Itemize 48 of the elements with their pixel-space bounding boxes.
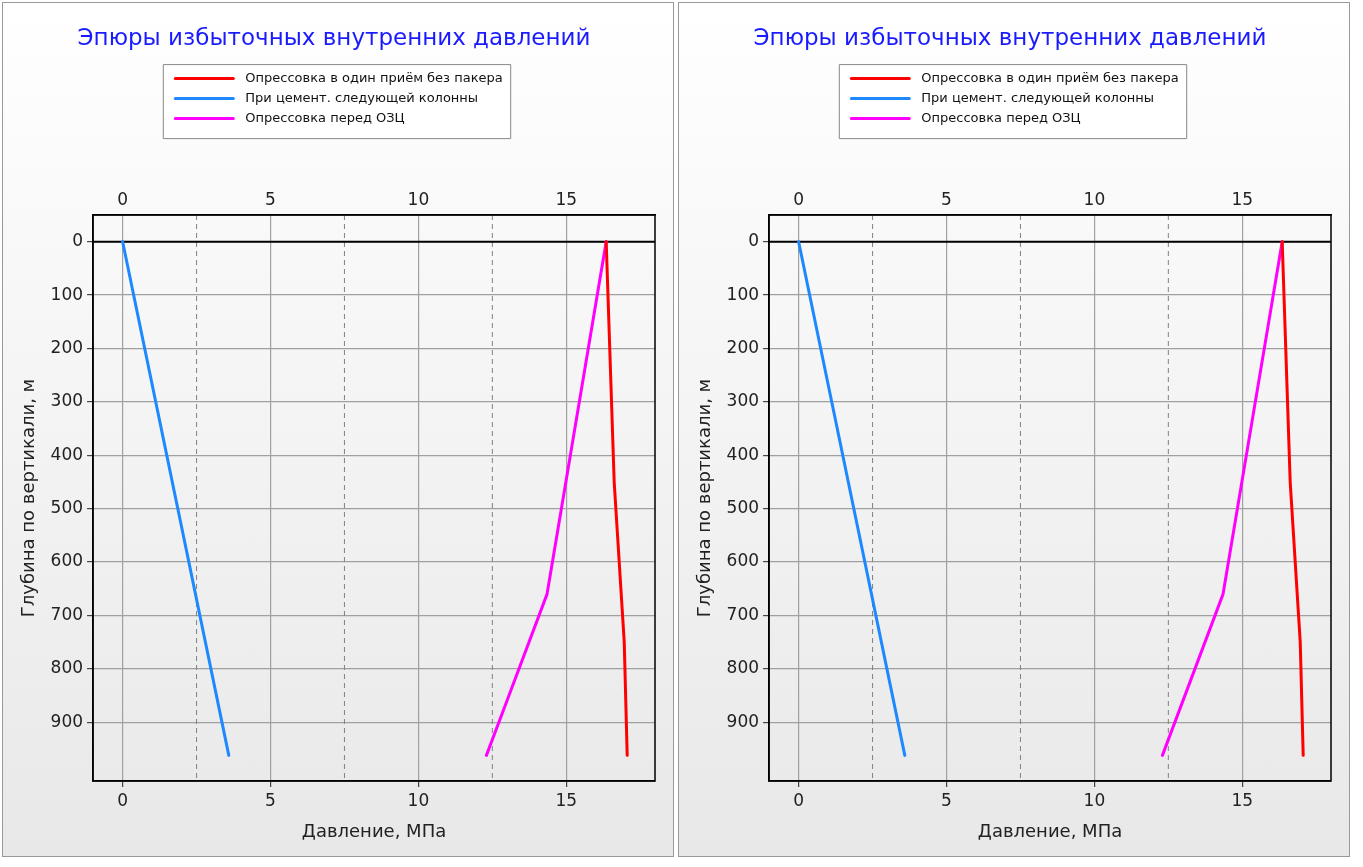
y-tick-label: 900 <box>50 710 84 731</box>
y-tick-label: 600 <box>50 550 84 571</box>
y-tick-label: 100 <box>50 283 84 304</box>
y-tick-label: 800 <box>726 657 760 678</box>
x2-tick-label: 15 <box>555 789 578 810</box>
y-tick-label: 100 <box>726 283 760 304</box>
y-axis-title: Глубина по вертикали, м <box>693 378 715 618</box>
y-tick-label: 0 <box>748 230 760 251</box>
y-tick-label: 400 <box>50 443 84 464</box>
legend-label: Опрессовка перед ОЗЦ <box>245 109 405 125</box>
x-axis-title: Давление, МПа <box>301 819 447 841</box>
y-tick-label: 700 <box>726 603 760 624</box>
legend-label: Опрессовка в один приём без пакера <box>245 69 503 85</box>
chart-title: Эпюры избыточных внутренних давлений <box>753 23 1267 50</box>
y-tick-label: 500 <box>50 497 84 518</box>
legend-label: Опрессовка в один приём без пакера <box>921 69 1179 85</box>
y-tick-label: 200 <box>50 336 84 357</box>
x2-tick-label: 0 <box>793 789 805 810</box>
x2-tick-label: 5 <box>265 789 276 810</box>
x2-tick-label: 15 <box>1231 789 1254 810</box>
y-tick-label: 800 <box>50 657 84 678</box>
x-tick-label: 15 <box>555 189 578 210</box>
x-tick-label: 0 <box>793 189 805 210</box>
x-tick-label: 5 <box>265 189 276 210</box>
x-tick-label: 5 <box>941 189 952 210</box>
x2-tick-label: 10 <box>407 789 430 810</box>
y-tick-label: 300 <box>726 390 760 411</box>
x-tick-label: 0 <box>117 189 129 210</box>
x-tick-label: 10 <box>407 189 430 210</box>
x-axis-title: Давление, МПа <box>977 819 1123 841</box>
x-tick-label: 10 <box>1083 189 1106 210</box>
y-tick-label: 0 <box>72 230 84 251</box>
y-axis-title: Глубина по вертикали, м <box>17 378 39 618</box>
x2-tick-label: 5 <box>941 789 952 810</box>
y-tick-label: 900 <box>726 710 760 731</box>
y-tick-label: 500 <box>726 497 760 518</box>
legend-label: При цемент. следующей колонны <box>921 89 1155 105</box>
y-tick-label: 700 <box>50 603 84 624</box>
chart-title: Эпюры избыточных внутренних давлений <box>77 23 591 50</box>
y-tick-label: 300 <box>50 390 84 411</box>
x-tick-label: 15 <box>1231 189 1254 210</box>
legend-label: При цемент. следующей колонны <box>245 89 479 105</box>
x2-tick-label: 0 <box>117 789 129 810</box>
legend-label: Опрессовка перед ОЗЦ <box>921 109 1081 125</box>
y-tick-label: 200 <box>726 336 760 357</box>
y-tick-label: 600 <box>726 550 760 571</box>
y-tick-label: 400 <box>726 443 760 464</box>
x2-tick-label: 10 <box>1083 789 1106 810</box>
